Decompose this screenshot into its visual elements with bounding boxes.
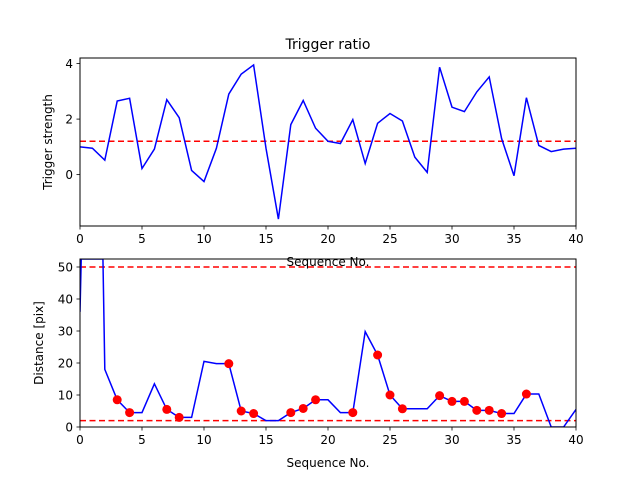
x-tick-label: 0 [76, 433, 84, 447]
data-marker [484, 405, 494, 415]
data-marker [311, 395, 321, 405]
x-tick-label: 40 [568, 232, 583, 246]
x-axis-label: Sequence No. [287, 456, 370, 470]
x-tick-label: 25 [382, 232, 397, 246]
chart-title: Trigger ratio [284, 37, 370, 53]
data-marker [385, 390, 395, 400]
y-tick-label: 4 [65, 57, 73, 71]
data-marker [174, 412, 184, 422]
distance-chart: 0 5 10 15 20 25 30 35 40 0 10 20 30 40 50 Sequence No… [32, 258, 584, 470]
data-marker [472, 405, 482, 415]
x-tick-label: 40 [568, 433, 583, 447]
x-tick-label: 0 [76, 232, 84, 246]
x-tick-label: 10 [196, 433, 211, 447]
x-tick-label: 25 [382, 433, 397, 447]
y-tick-label: 30 [58, 325, 73, 339]
x-tick-label: 15 [258, 433, 273, 447]
data-marker [112, 395, 122, 405]
data-marker [348, 408, 358, 418]
data-marker [286, 408, 296, 418]
y-tick-label: 0 [65, 168, 73, 182]
y-tick-label: 10 [58, 389, 73, 403]
data-marker [435, 391, 445, 401]
y-tick-label: 20 [58, 357, 73, 371]
x-axis-ticks: 0 5 10 15 20 25 30 35 40 [76, 226, 584, 246]
x-tick-label: 30 [444, 232, 459, 246]
data-marker [373, 350, 383, 360]
x-tick-label: 30 [444, 433, 459, 447]
data-marker [397, 404, 407, 414]
x-tick-label: 5 [138, 232, 146, 246]
y-axis-ticks: 0 10 20 30 40 50 [58, 261, 80, 435]
data-marker [249, 409, 259, 419]
x-tick-label: 20 [320, 232, 335, 246]
x-axis-ticks: 0 5 10 15 20 25 30 35 40 [76, 427, 584, 447]
y-axis-label: Distance [pix] [32, 301, 46, 385]
y-axis-ticks: 0 2 4 [65, 57, 80, 182]
data-marker [497, 409, 507, 419]
x-tick-label: 35 [506, 433, 521, 447]
data-marker [521, 389, 531, 399]
y-tick-label: 0 [65, 421, 73, 435]
x-tick-label: 15 [258, 232, 273, 246]
data-marker [162, 404, 172, 414]
trigger-strength-series-line [80, 63, 576, 220]
x-tick-label: 35 [506, 232, 521, 246]
data-marker [447, 396, 457, 406]
x-tick-label: 5 [138, 433, 146, 447]
data-marker [224, 359, 234, 369]
y-tick-label: 50 [58, 261, 73, 275]
y-tick-label: 2 [65, 113, 73, 127]
x-tick-label: 10 [196, 232, 211, 246]
data-marker [459, 396, 469, 406]
distance-markers [112, 350, 531, 422]
y-tick-label: 40 [58, 293, 73, 307]
data-marker [125, 408, 135, 418]
y-axis-label: Trigger strength [41, 94, 55, 191]
data-marker [298, 403, 308, 413]
data-marker [236, 406, 246, 416]
x-tick-label: 20 [320, 433, 335, 447]
